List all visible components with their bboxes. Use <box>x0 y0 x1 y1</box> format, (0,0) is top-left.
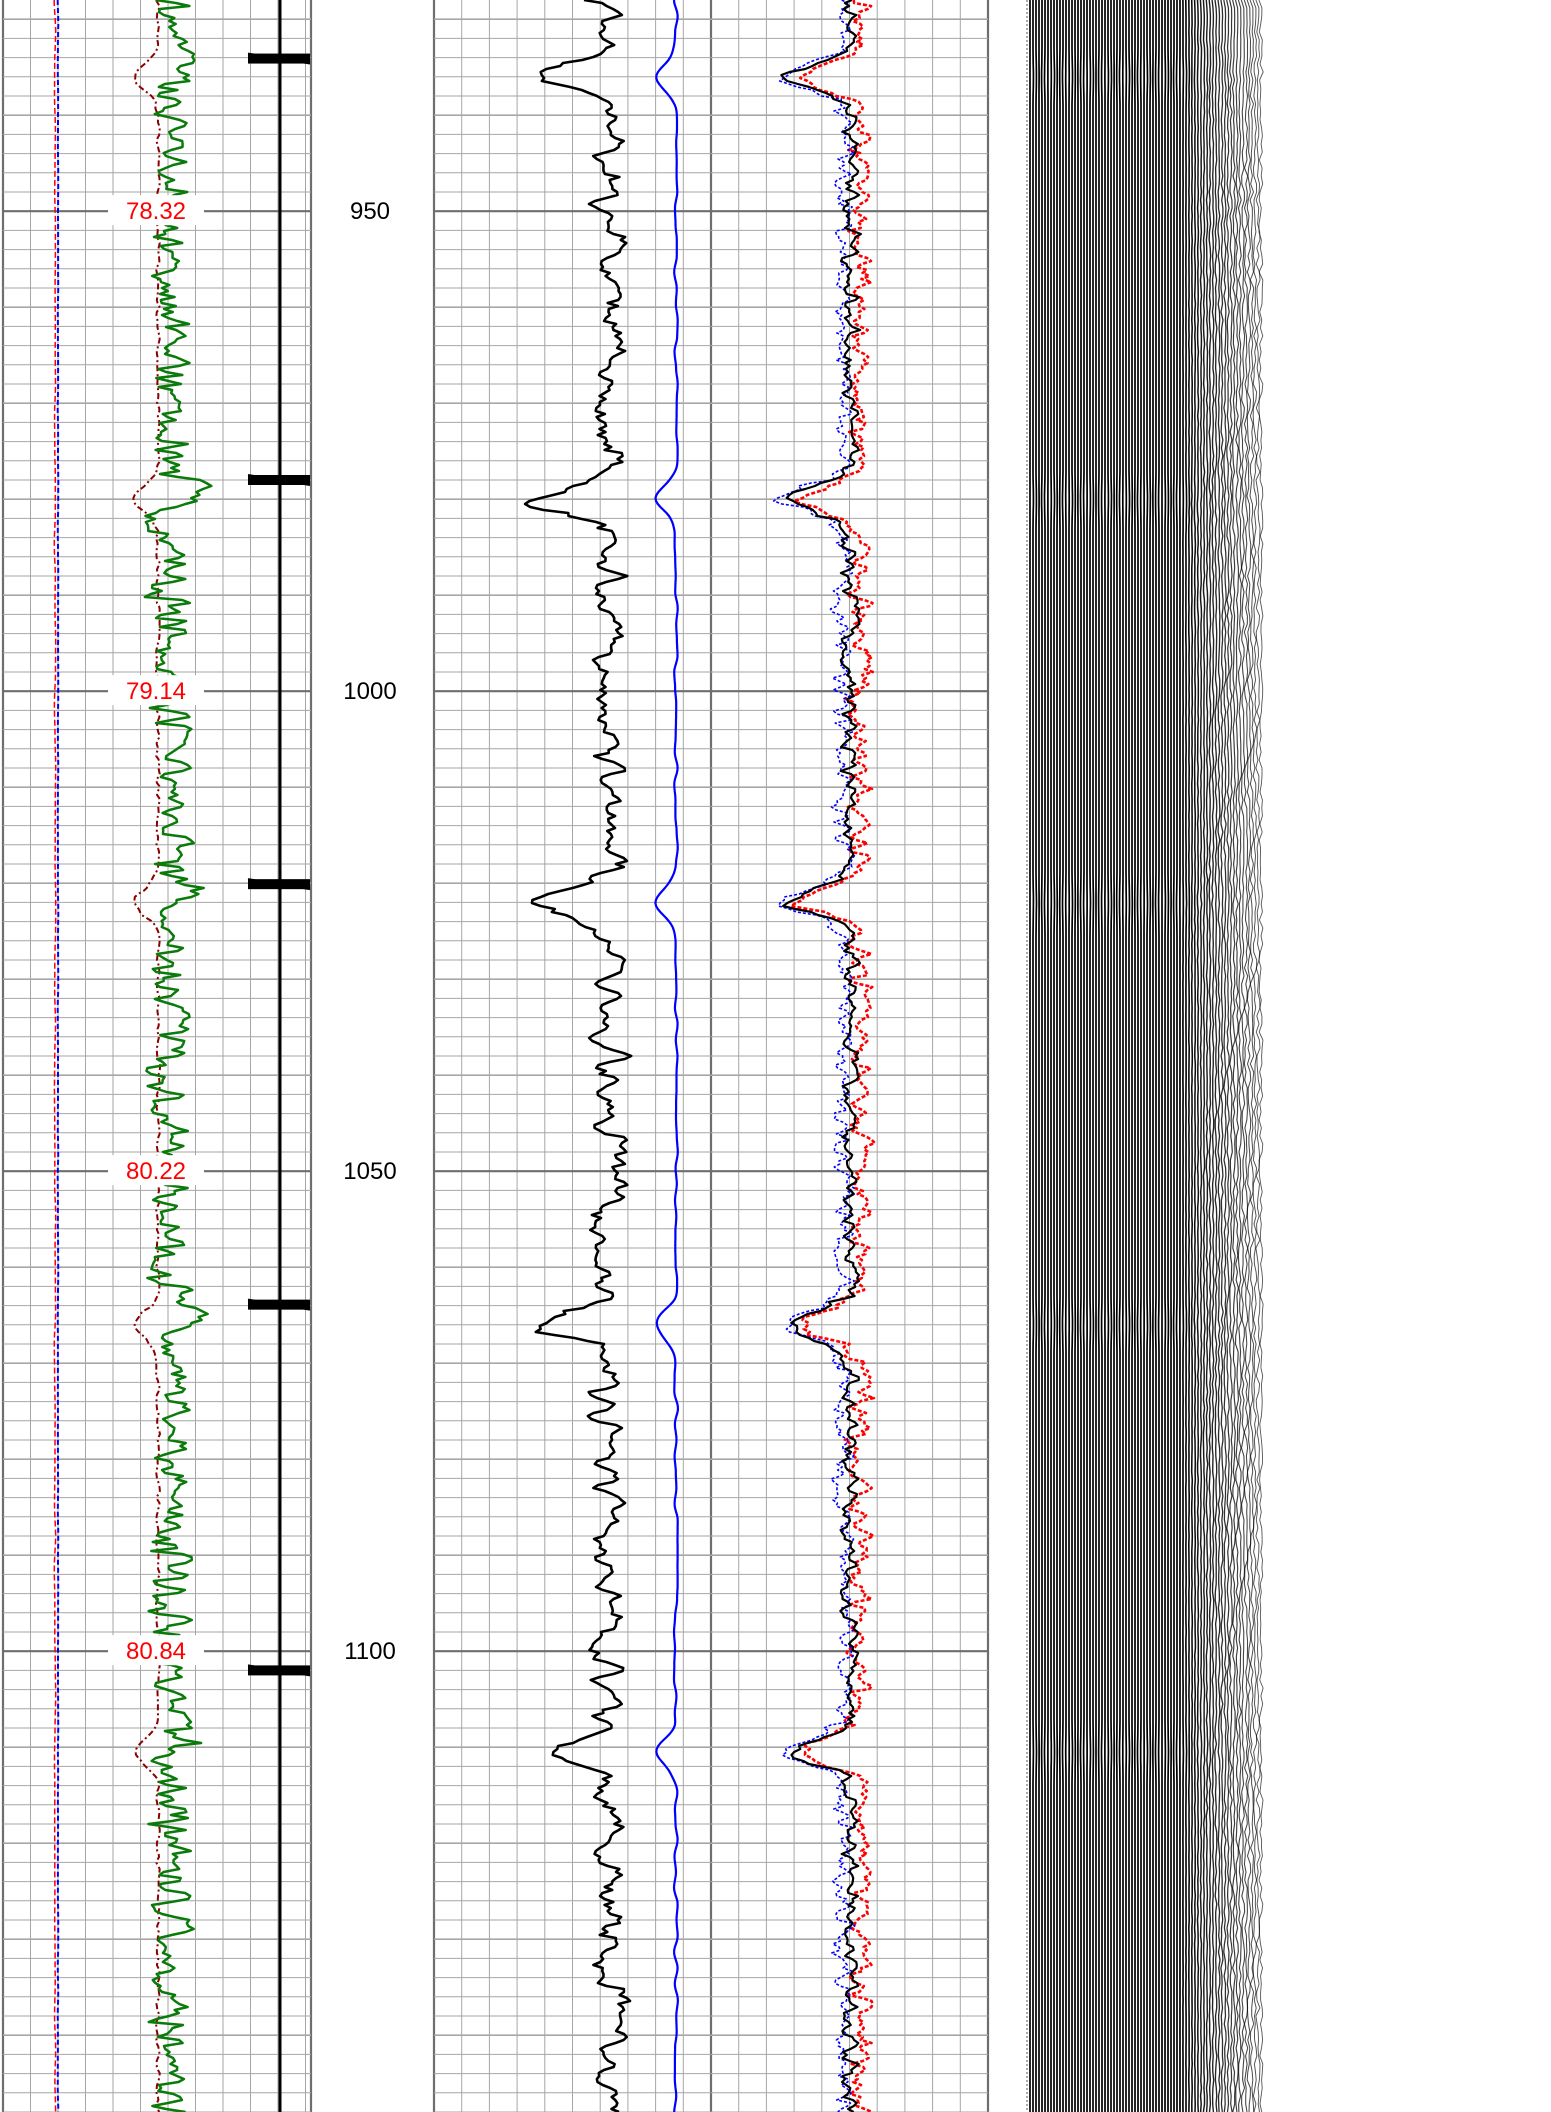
vdl-waveforms <box>1029 0 1264 2112</box>
reference-curve <box>56 0 60 2112</box>
label-layer: 950 1000 1050 1100 78.32 79.14 80.22 80.84 <box>108 195 397 1666</box>
temperature-label-bg-2 <box>108 1155 204 1186</box>
temperature-label-3: 80.84 <box>126 1638 186 1665</box>
depth-label-1000: 1000 <box>343 678 396 705</box>
waveform-curve-black <box>780 0 862 2112</box>
temperature-label-bg-3 <box>108 1635 204 1666</box>
temperature-label-2: 80.22 <box>126 1158 186 1185</box>
amplitude-curve <box>523 0 633 2112</box>
curve-layer <box>53 0 877 2112</box>
casing-fluid-curve <box>132 0 161 2112</box>
depth-label-950: 950 <box>350 198 390 225</box>
temperature-curve <box>53 0 57 2112</box>
waveform-curve-red <box>789 0 877 2112</box>
depth-label-1050: 1050 <box>343 1158 396 1185</box>
gamma-ray-curve <box>143 0 213 2112</box>
travel-time-curve <box>654 0 679 2112</box>
temperature-label-bg-1 <box>108 675 204 706</box>
vdl-image-layer <box>1022 0 1538 2112</box>
depth-label-1100: 1100 <box>344 1638 396 1665</box>
temperature-label-0: 78.32 <box>126 198 186 225</box>
temperature-label-1: 79.14 <box>126 678 186 705</box>
grid-layer <box>1 0 990 2112</box>
waveform-curve-blue <box>772 0 857 2112</box>
temperature-label-bg-0 <box>108 195 204 226</box>
collar-marker-layer <box>247 0 311 2112</box>
